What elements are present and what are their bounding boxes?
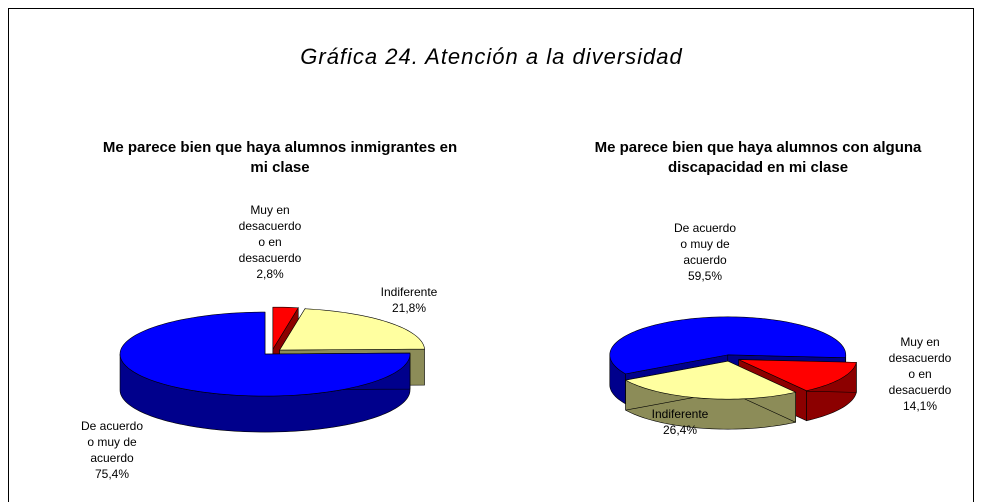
pie-slice <box>279 308 425 351</box>
label-category: Indiferente <box>651 407 709 421</box>
data-label: Indiferente 26,4% <box>645 406 715 438</box>
pie-slice <box>624 360 797 400</box>
pie-slice <box>609 316 847 375</box>
data-label: De acuerdo o muy de acuerdo 75,4% <box>77 418 147 482</box>
pie-slice <box>119 311 411 397</box>
label-category: De acuerdo o muy de acuerdo <box>673 221 737 267</box>
label-category: De acuerdo o muy de acuerdo <box>80 419 144 465</box>
chart-subtitle: Me parece bien que haya alumnos con algu… <box>594 139 922 176</box>
frame <box>8 8 974 502</box>
chart-subtitle: Me parece bien que haya alumnos inmigran… <box>102 139 458 176</box>
data-label: Muy en desacuerdo o en desacuerdo 2,8% <box>235 202 305 282</box>
label-value: 75,4% <box>94 467 130 481</box>
pie-slice <box>738 359 857 392</box>
label-category: Indiferente <box>380 285 438 299</box>
label-value: 21,8% <box>391 301 427 315</box>
label-category: Muy en desacuerdo o en desacuerdo <box>888 335 952 397</box>
label-value: 14,1% <box>902 399 938 413</box>
data-label: Indiferente 21,8% <box>374 284 444 316</box>
pie-slice <box>272 306 299 351</box>
label-value: 59,5% <box>687 269 723 283</box>
data-label: Muy en desacuerdo o en desacuerdo 14,1% <box>885 334 955 414</box>
label-value: 2,8% <box>256 267 284 281</box>
data-label: De acuerdo o muy de acuerdo 59,5% <box>670 220 740 284</box>
label-category: Muy en desacuerdo o en desacuerdo <box>238 203 302 265</box>
label-value: 26,4% <box>662 423 698 437</box>
main-title: Gráfica 24. Atención a la diversidad <box>300 44 683 69</box>
